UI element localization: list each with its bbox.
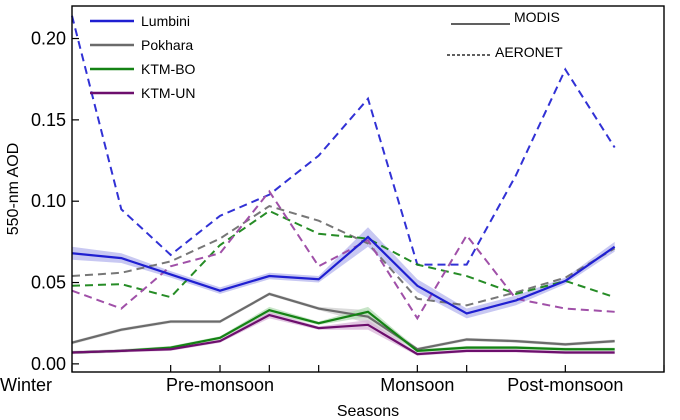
line-style-legend: MODIS AERONET [447, 9, 563, 60]
x-axis-title: Seasons [337, 403, 399, 420]
axes [71, 5, 665, 373]
aeronet-line-lumbini [71, 15, 616, 266]
modis-style-label: MODIS [514, 9, 560, 25]
band-ktm-un [72, 311, 615, 356]
y-axis-title: 550-nm AOD [5, 143, 22, 235]
y-tick-label: 0.15 [31, 110, 66, 130]
x-tick-label: Monsoon [380, 375, 454, 395]
x-tick-label: Winter [0, 375, 52, 395]
aeronet-style-label: AERONET [495, 44, 563, 60]
legend-label-pokhara: Pokhara [141, 37, 193, 53]
x-tick-label: Pre-monsoon [166, 375, 274, 395]
y-tick-label: 0.05 [31, 273, 66, 293]
aeronet-line-ktm-un [71, 189, 615, 321]
axis-ticks: Winter Pre-monsoon Monsoon Post-monsoon 0.00… [0, 29, 665, 395]
y-tick-label: 0.00 [31, 354, 66, 374]
aeronet-line-pokhara [71, 204, 616, 307]
modis-line-ktm-un [71, 313, 615, 356]
aeronet-line-ktm-bo [71, 209, 615, 299]
modis-line-pokhara [71, 292, 615, 351]
modis-uncertainty-bands [72, 227, 615, 356]
y-tick-label: 0.20 [31, 29, 66, 49]
series-legend: Lumbini Pokhara KTM-BO KTM-UN [90, 13, 196, 101]
modis-line-ktm-bo [71, 309, 615, 354]
x-tick-label: Post-monsoon [507, 375, 623, 395]
series-lines [71, 15, 616, 356]
band-lumbini [72, 227, 615, 319]
legend-label-ktm-bo: KTM-BO [141, 61, 196, 77]
y-tick-label: 0.10 [31, 191, 66, 211]
plot-frame [71, 5, 665, 373]
legend-label-ktm-un: KTM-UN [141, 85, 195, 101]
legend-label-lumbini: Lumbini [141, 13, 190, 29]
modis-line-lumbini [71, 235, 616, 315]
